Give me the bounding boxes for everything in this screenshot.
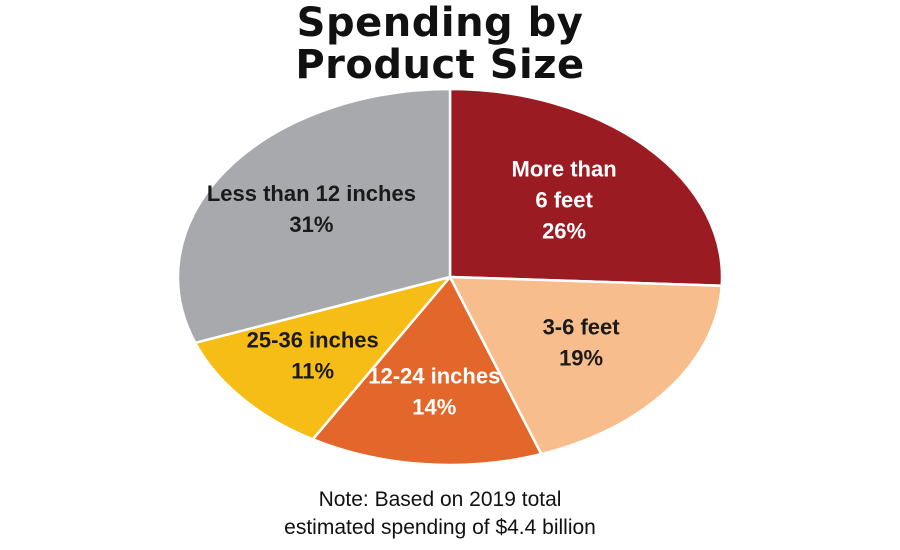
slice-category-label: 3-6 feet [543, 315, 621, 340]
chart-title: Spending by Product Size [0, 2, 880, 86]
slice-value-label: 26% [542, 219, 586, 244]
slice-category-label: Less than 12 inches [207, 181, 416, 206]
slice-label: More than 6 feet 26% [512, 157, 617, 244]
slice-category-label: 12-24 inches [368, 363, 500, 388]
chart-title-line-1: Spending by [296, 0, 584, 46]
chart-title-line-2: Product Size [295, 42, 585, 88]
slice-value-label: 11% [291, 358, 334, 383]
slice-value-label: 19% [559, 346, 603, 371]
slice-category-label: More than [512, 157, 617, 182]
pie-slice [448, 87, 724, 288]
pie-slice [176, 87, 452, 345]
pie-labels: More than 6 feet 26% 3-6 feet 19% 12-24 inche… [207, 157, 620, 420]
slice-label: Less than 12 inches 31% [207, 181, 416, 237]
slice-category-label: 25-36 inches [247, 327, 379, 352]
chart-note-line-2: estimated spending of $4.4 billion [284, 516, 596, 539]
chart-note: Note: Based on 2019 total estimated spen… [0, 486, 880, 542]
pie-slice [193, 275, 452, 441]
slice-label: 25-36 inches 11% [247, 327, 379, 383]
slice-value-label: 31% [289, 212, 333, 237]
slice-value-label: 14% [412, 394, 456, 419]
pie-slices [176, 87, 724, 467]
slice-label: 3-6 feet 19% [543, 315, 621, 371]
pie-slice [448, 275, 723, 456]
chart-note-line-1: Note: Based on 2019 total [318, 488, 562, 511]
slice-category-label: 6 feet [535, 188, 593, 213]
pie-slice [311, 275, 543, 467]
slice-label: 12-24 inches 14% [368, 363, 500, 419]
